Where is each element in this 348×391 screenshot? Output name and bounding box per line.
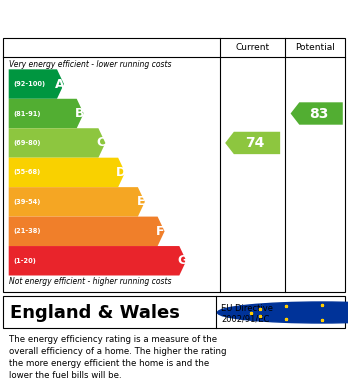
Text: 83: 83: [310, 106, 329, 120]
Text: (81-91): (81-91): [13, 111, 40, 117]
Text: 74: 74: [246, 136, 265, 150]
Polygon shape: [225, 132, 280, 154]
Text: F: F: [156, 225, 165, 238]
Polygon shape: [9, 217, 165, 246]
Text: G: G: [177, 254, 187, 267]
Text: Not energy efficient - higher running costs: Not energy efficient - higher running co…: [9, 277, 171, 286]
Text: (39-54): (39-54): [13, 199, 40, 205]
Text: England & Wales: England & Wales: [10, 303, 180, 321]
Polygon shape: [291, 102, 343, 125]
Polygon shape: [9, 158, 125, 187]
Text: EU Directive: EU Directive: [221, 304, 273, 313]
Text: (69-80): (69-80): [13, 140, 40, 146]
Polygon shape: [9, 69, 64, 99]
Text: D: D: [116, 166, 126, 179]
Text: E: E: [136, 196, 145, 208]
Text: (21-38): (21-38): [13, 228, 40, 234]
Polygon shape: [9, 99, 84, 128]
Text: Very energy efficient - lower running costs: Very energy efficient - lower running co…: [9, 59, 171, 68]
Text: (1-20): (1-20): [13, 258, 36, 264]
Circle shape: [218, 302, 348, 323]
Text: A: A: [55, 77, 65, 91]
Polygon shape: [9, 246, 186, 276]
Text: C: C: [97, 136, 106, 149]
Text: Current: Current: [236, 43, 270, 52]
Polygon shape: [9, 128, 105, 158]
Text: The energy efficiency rating is a measure of the
overall efficiency of a home. T: The energy efficiency rating is a measur…: [9, 335, 226, 380]
Text: Energy Efficiency Rating: Energy Efficiency Rating: [9, 11, 219, 26]
Text: (55-68): (55-68): [13, 169, 40, 176]
Text: Potential: Potential: [295, 43, 335, 52]
Polygon shape: [9, 187, 145, 217]
Text: 2002/91/EC: 2002/91/EC: [221, 314, 269, 323]
Text: B: B: [75, 107, 84, 120]
Text: (92-100): (92-100): [13, 81, 45, 87]
